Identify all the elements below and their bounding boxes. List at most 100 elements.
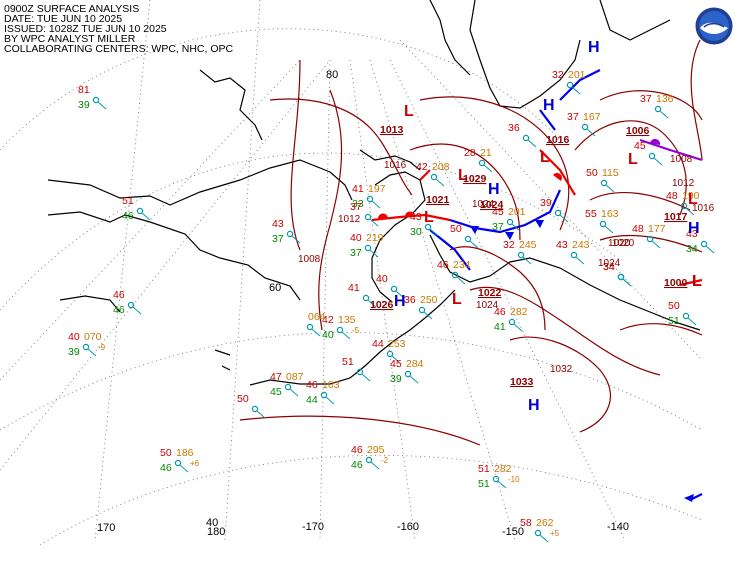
front-symbols [377,138,694,502]
high-center: H [543,97,555,114]
low-pressure-symbol: L [692,273,702,290]
isobar-label: 1032 [550,364,573,375]
wind-barb-icon [705,245,715,254]
isobars [239,39,703,446]
station-plot: 50 186 46 +6 [160,447,200,474]
station-pressure: 262 [536,517,554,529]
station-plot: 41 197 33 [352,183,386,210]
isobar-labels: 1016 1012 1008 1024 1020 1032 1008 1012 1024 1020… [298,154,715,375]
wind-barb-icon [511,223,521,232]
station-plot: 41 [348,282,377,308]
station-circle-icon [424,223,432,231]
station-temperature: 46 [437,259,449,271]
longitude-label: 170 [97,522,115,534]
wind-barb-icon [685,207,695,216]
station-dewpoint: 51 [668,315,680,327]
center-pressure-value: 1022 [478,287,502,299]
station-temperature: 46 [351,444,363,456]
station-temperature: 42 [322,314,334,326]
station-plot: 46 295 46 -2 [351,444,389,471]
high-center: H [588,39,600,56]
station-circle-icon [506,218,514,226]
station-temperature: 40 [350,232,362,244]
station-temperature: 48 [632,223,644,235]
isobar-label: 1024 [476,300,499,311]
station-circle-icon [82,343,90,351]
station-plot: 51 [342,356,371,382]
station-temperature: 46 [306,379,318,391]
station-plot: 46 234 [437,259,471,285]
grid-labels: 80 60 40 170 180 -170 -160 -150 -140 [97,69,629,538]
station-circle-icon [365,456,373,464]
station-temperature: 50 [160,447,172,459]
wind-barb-icon [622,278,632,287]
station-plot: 45 284 39 [390,358,424,385]
low-pressure-symbol: L [628,151,638,168]
station-circle-icon [366,195,374,203]
station-circle-icon [517,251,525,259]
center-pressure-value: 1000 [664,277,688,289]
station-plot: 36 250 [404,294,438,320]
station-circle-icon [464,235,472,243]
high-pressure-symbol: H [528,397,540,414]
station-circle-icon [492,475,500,483]
station-plot: 32 245 [503,239,537,265]
wind-barb-icon [256,410,266,419]
wind-barb-icon [571,86,581,95]
isobar-label: 1024 [598,258,621,269]
station-plot: 36 [508,122,537,148]
station-temperature: 41 [348,282,360,294]
wind-barb-icon [371,200,381,209]
high-center: H [688,220,700,237]
station-dewpoint: 45 [270,386,282,398]
station-temperature: 36 [508,122,520,134]
station-circle-icon [356,368,364,376]
station-plot: 42 208 [416,161,450,187]
station-plot: 37 [350,201,379,227]
station-circle-icon [92,96,100,104]
wind-barb-icon [97,101,107,110]
station-circle-icon [251,405,259,413]
station-circle-icon [581,123,589,131]
station-circle-icon [404,370,412,378]
station-tendency: +5 [550,529,560,538]
station-temperature: 51 [122,195,134,207]
high-pressure-symbol: H [543,97,555,114]
station-pressure: 21 [480,147,492,159]
center-pressure-value: 1033 [510,376,534,388]
longitude-label: 180 [207,526,225,538]
station-plot: 32 201 [552,69,586,95]
station-dewpoint: 44 [306,394,318,406]
station-pressure: 295 [367,444,385,456]
station-circle-icon [700,240,708,248]
center-pressure-value: 1016 [546,134,570,146]
longitude-label: -170 [302,521,324,533]
station-temperature: 44 [372,338,384,350]
station-circle-icon [617,273,625,281]
station-temperature: 42 [416,161,428,173]
station-plot: 37 136 [640,93,674,119]
station-temperature: 41 [352,183,364,195]
center-pressure-value: 1017 [664,211,688,223]
isobar-label: 1012 [338,214,361,225]
coastlines [47,0,701,386]
high-pressure-symbol: H [394,293,406,310]
wind-barb-icon [604,225,614,234]
station-plot: 42 135 40 -5 [322,314,360,341]
station-dewpoint: 37 [492,221,504,233]
isobar-label: 1024 [472,199,495,210]
station-temperature: 46 [494,306,506,318]
isobar-label: 1016 [692,203,715,214]
station-dewpoint: 37 [350,247,362,259]
station-circle-icon [566,81,574,89]
station-plot: 44 253 [372,338,406,364]
low-pressure-symbol: L [692,273,702,290]
low-pressure-symbol: L [688,191,698,208]
wind-barb-icon [559,214,569,223]
